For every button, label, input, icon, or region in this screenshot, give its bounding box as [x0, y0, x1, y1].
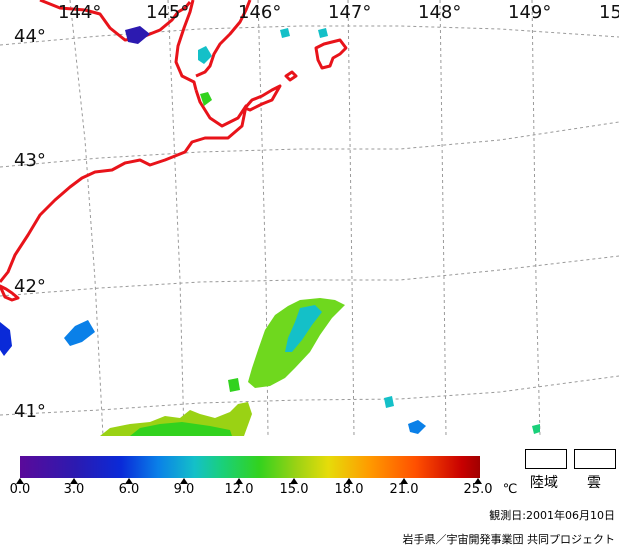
lon-line-144: [69, 0, 104, 436]
temperature-colorbar: [20, 456, 480, 478]
sst-patch-south-green: [130, 422, 232, 436]
colorbar-unit: ℃: [502, 482, 518, 497]
lat-label-43: 43°: [14, 150, 46, 171]
sst-patch-cyan-4: [280, 28, 290, 38]
sst-patch-cyan-1: [198, 46, 212, 64]
cloud-legend-swatch: [574, 449, 616, 469]
lat-line-44: [0, 25, 619, 46]
colorbar-tick-label: 0.0: [9, 482, 31, 497]
colorbar-tick: [180, 478, 188, 484]
lon-line-149: [531, 0, 541, 436]
colorbar-tick: [16, 478, 24, 484]
etorofu-fragment: [314, 38, 348, 70]
sst-patch-cyan-3: [318, 28, 328, 38]
lon-label-144: 144°: [58, 2, 102, 23]
lat-label-42: 42°: [14, 276, 46, 297]
colorbar-tick: [400, 478, 408, 484]
colorbar-tick-label: 9.0: [173, 482, 195, 497]
coastline: [0, 0, 348, 302]
lat-label-41: 41°: [14, 401, 46, 422]
colorbar-tick: [474, 478, 482, 484]
graticule: [0, 0, 619, 436]
lon-label-150: 15: [599, 2, 619, 23]
hokkaido-east-coast: [0, 89, 248, 283]
sst-patch-cyan-2: [384, 396, 394, 408]
lon-line-146: [257, 0, 269, 436]
colorbar-tick-label: 3.0: [63, 482, 85, 497]
land-legend-label: 陸域: [530, 475, 558, 491]
colorbar-tick-label: 21.0: [389, 482, 419, 497]
sst-patches: [0, 26, 540, 436]
lat-line-42: [0, 255, 619, 297]
project-credit: 岩手県／宇宙開発事業団 共同プロジェクト: [402, 533, 616, 546]
colorbar-tick: [125, 478, 133, 484]
cape-erimo: [0, 284, 20, 302]
colorbar-tick-label: 15.0: [279, 482, 309, 497]
lat-label-44: 44°: [14, 26, 46, 47]
lon-label-146: 146°: [238, 2, 282, 23]
lon-label-148: 148°: [418, 2, 462, 23]
sst-patch-green-1: [200, 92, 212, 106]
colorbar-tick: [345, 478, 353, 484]
colorbar-tick: [235, 478, 243, 484]
sst-patch-blue-4: [408, 420, 426, 434]
observation-date: 観測日:2001年06月10日: [489, 509, 615, 522]
sst-patch-green-3: [532, 424, 540, 434]
shiretoko-peninsula: [195, 0, 252, 78]
colorbar-tick-label: 25.0: [463, 482, 493, 497]
sea-surface-temperature-map: [0, 0, 619, 436]
sst-patch-cool-core: [285, 305, 322, 352]
colorbar-tick: [70, 478, 78, 484]
lon-line-148: [439, 0, 447, 436]
lat-line-41: [0, 375, 619, 416]
colorbar-tick-label: 18.0: [334, 482, 364, 497]
shikotan-island: [284, 70, 298, 82]
lat-line-43: [0, 121, 619, 168]
colorbar-tick-label: 6.0: [118, 482, 140, 497]
lon-label-145: 145°: [146, 2, 190, 23]
sst-patch-blue-2: [0, 322, 12, 356]
colorbar-tick: [290, 478, 298, 484]
shiretoko-west-shore: [174, 0, 198, 91]
lon-line-145: [167, 0, 185, 436]
lon-label-147: 147°: [328, 2, 372, 23]
kunashiri-island: [243, 84, 282, 112]
colorbar-tick-label: 12.0: [224, 482, 254, 497]
sst-patch-blue-1: [64, 320, 95, 346]
lon-line-147: [347, 0, 355, 436]
cloud-legend-label: 雲: [587, 475, 601, 491]
land-legend-swatch: [525, 449, 567, 469]
lon-label-149: 149°: [508, 2, 552, 23]
sst-patch-blue-3: [125, 26, 150, 44]
sst-patch-green-2: [228, 378, 240, 392]
